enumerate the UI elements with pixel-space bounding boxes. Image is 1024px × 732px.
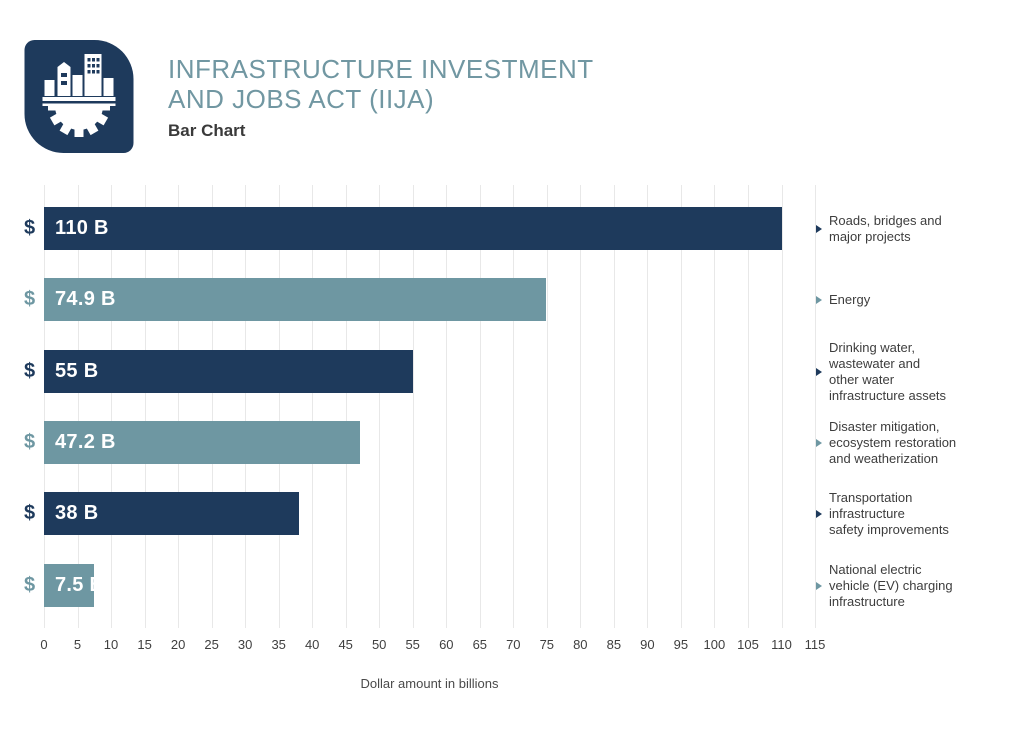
page-title-line1: INFRASTRUCTURE INVESTMENT <box>168 54 594 84</box>
x-tick-label: 60 <box>439 637 454 652</box>
gridline <box>77 185 79 628</box>
gridline <box>647 185 649 628</box>
dollar-sign: $ <box>24 360 36 382</box>
gridline <box>312 185 314 628</box>
x-tick-label: 10 <box>103 637 119 652</box>
logo-icon <box>24 40 134 153</box>
dollar-sign: $ <box>24 217 36 239</box>
dollar-sign: $ <box>24 574 36 596</box>
dollar-sign: $ <box>24 288 36 310</box>
gridline <box>748 185 749 628</box>
gridline <box>379 185 381 628</box>
gridline <box>111 185 112 628</box>
gridline <box>781 185 783 628</box>
x-tick-label: 0 <box>40 637 48 652</box>
x-tick-label: 25 <box>204 637 219 652</box>
category-label: Roads, bridges and major projects <box>829 212 942 244</box>
gridline <box>680 185 682 628</box>
x-tick-label: 45 <box>338 637 353 652</box>
page-title-line2: AND JOBS ACT (IIJA) <box>168 84 435 114</box>
category-label: National electric vehicle (EV) charging … <box>829 561 953 609</box>
category-arrow-icon <box>816 224 822 233</box>
gridline <box>446 185 448 628</box>
x-tick-label: 55 <box>405 637 420 652</box>
category-label: Transportation infrastructure safety imp… <box>829 489 949 537</box>
gridline <box>714 185 716 628</box>
x-tick-label: 15 <box>137 637 152 652</box>
x-tick-label: 35 <box>271 637 286 652</box>
bar-value-label: 47.2 B <box>55 431 116 453</box>
bar-value-label: 55 B <box>55 360 99 382</box>
x-tick-label: 115 <box>804 637 826 652</box>
x-tick-label: 100 <box>703 637 726 652</box>
bar: 74.9 B <box>44 278 547 321</box>
x-tick-label: 90 <box>640 637 655 652</box>
x-tick-label: 5 <box>73 637 82 652</box>
x-tick-label: 80 <box>573 637 588 652</box>
category-arrow-icon <box>816 581 822 590</box>
gridline <box>546 185 548 628</box>
x-tick-label: 40 <box>304 637 320 652</box>
x-tick-label: 65 <box>472 637 488 652</box>
category-arrow-icon <box>816 367 822 376</box>
x-tick-label: 110 <box>771 637 792 652</box>
gridline <box>245 185 247 628</box>
category-label: Drinking water, wastewater and other wat… <box>829 339 947 403</box>
bar: 55 B <box>44 350 413 393</box>
gridline <box>345 185 347 628</box>
gridline <box>278 185 280 628</box>
page-title: INFRASTRUCTURE INVESTMENT AND JOBS ACT (… <box>168 54 594 114</box>
x-tick-label: 75 <box>539 637 555 652</box>
dollar-sign: $ <box>24 502 36 524</box>
category-arrow-icon <box>816 438 822 447</box>
x-tick-label: 105 <box>737 637 759 652</box>
gridline <box>211 185 213 628</box>
page-subtitle: Bar Chart <box>168 121 246 140</box>
gridline <box>513 185 515 628</box>
gridline <box>479 185 481 628</box>
category-label: Energy <box>829 291 871 307</box>
x-tick-label: 50 <box>371 637 387 652</box>
gridline <box>178 185 180 628</box>
category-label: Disaster mitigation, ecosystem restorati… <box>829 418 957 466</box>
bar: 7.5 B <box>44 564 104 607</box>
gridline <box>613 185 615 628</box>
bar-value-label: 38 B <box>55 502 99 524</box>
gridline <box>144 185 146 628</box>
x-tick-label: 70 <box>506 637 521 652</box>
category-arrow-icon <box>816 509 822 518</box>
x-tick-label: 30 <box>237 637 253 652</box>
gridline <box>44 185 45 628</box>
bar-value-label: 74.9 B <box>55 288 116 310</box>
gridline <box>580 185 582 628</box>
bar-value-label: 7.5 B <box>55 574 105 596</box>
x-tick-label: 20 <box>170 637 186 652</box>
bar: 38 B <box>44 492 299 535</box>
category-arrow-icon <box>816 295 822 304</box>
x-tick-label: 85 <box>606 637 622 652</box>
bar: 47.2 B <box>44 421 361 464</box>
bar-value-label: 110 B <box>55 217 109 239</box>
x-tick-label: 95 <box>673 637 689 652</box>
gridline <box>815 185 816 628</box>
bar: 110 B <box>44 207 782 250</box>
x-axis-title: Dollar amount in billions <box>360 676 499 691</box>
dollar-sign: $ <box>24 431 36 453</box>
gridline <box>412 185 414 628</box>
